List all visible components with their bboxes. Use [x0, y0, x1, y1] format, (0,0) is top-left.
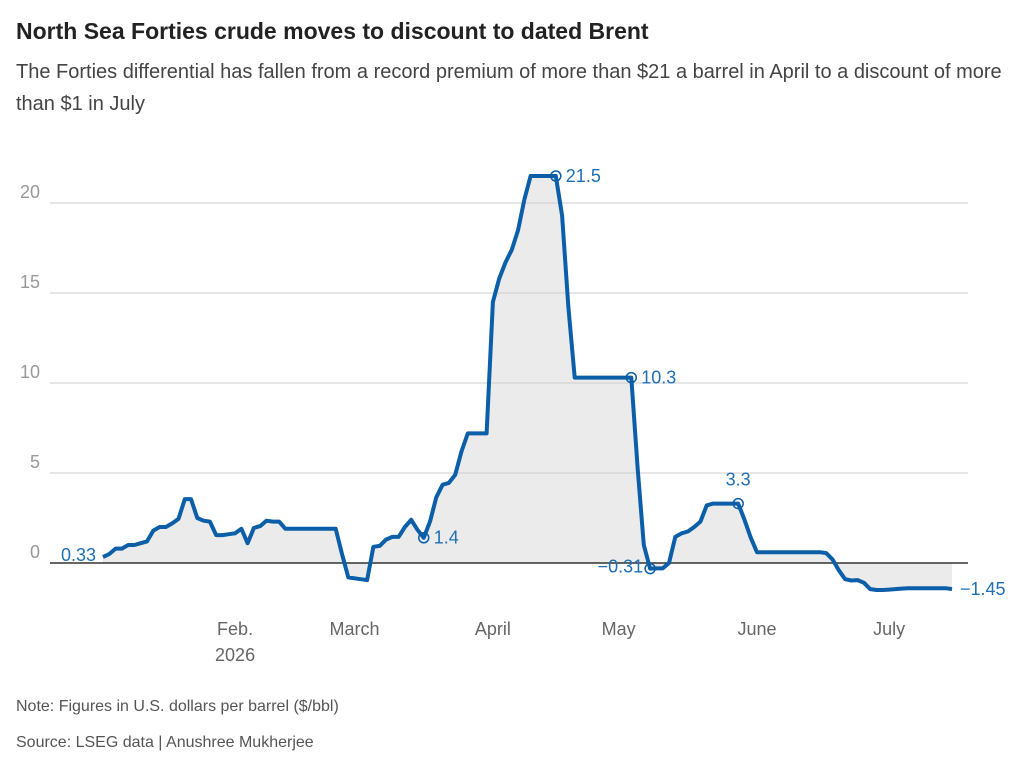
line: [102, 174, 953, 592]
point-marker: [625, 371, 638, 384]
x-tick-label: Feb. 2026: [215, 619, 256, 665]
y-tick-label: 0: [30, 542, 40, 562]
data-label: 1.4: [434, 528, 459, 548]
point-marker: [644, 562, 656, 575]
y-tick-label: 20: [20, 182, 40, 202]
data-label: 21.5: [566, 166, 601, 186]
point-marker: [550, 170, 562, 182]
point-marker: [417, 532, 430, 544]
chart-subtitle: The Forties differential has fallen from…: [16, 61, 1002, 115]
y-tick-label: 5: [30, 452, 40, 472]
data-label: 10.3: [641, 367, 676, 387]
y-tick-label: 15: [20, 272, 40, 292]
data-label: −1.45: [960, 579, 1006, 599]
data-label: 0.33: [61, 545, 96, 565]
x-tick-label: June: [737, 619, 777, 639]
y-tick-label: 10: [20, 362, 40, 382]
x-tick-label: April: [474, 619, 511, 639]
x-tick-label: March: [329, 619, 380, 639]
data-label: −0.31: [598, 556, 644, 576]
data-label: 3.3: [726, 469, 751, 489]
source: Source: LSEG data | Anushree Mukherjee: [16, 734, 314, 751]
note: Note: Figures in U.S. dollars per barrel…: [16, 698, 339, 715]
point-marker: [732, 497, 744, 510]
chart-title: North Sea Forties crude moves to discoun…: [16, 18, 649, 44]
x-tick-label: May: [601, 619, 636, 639]
x-tick-label: July: [873, 619, 906, 639]
